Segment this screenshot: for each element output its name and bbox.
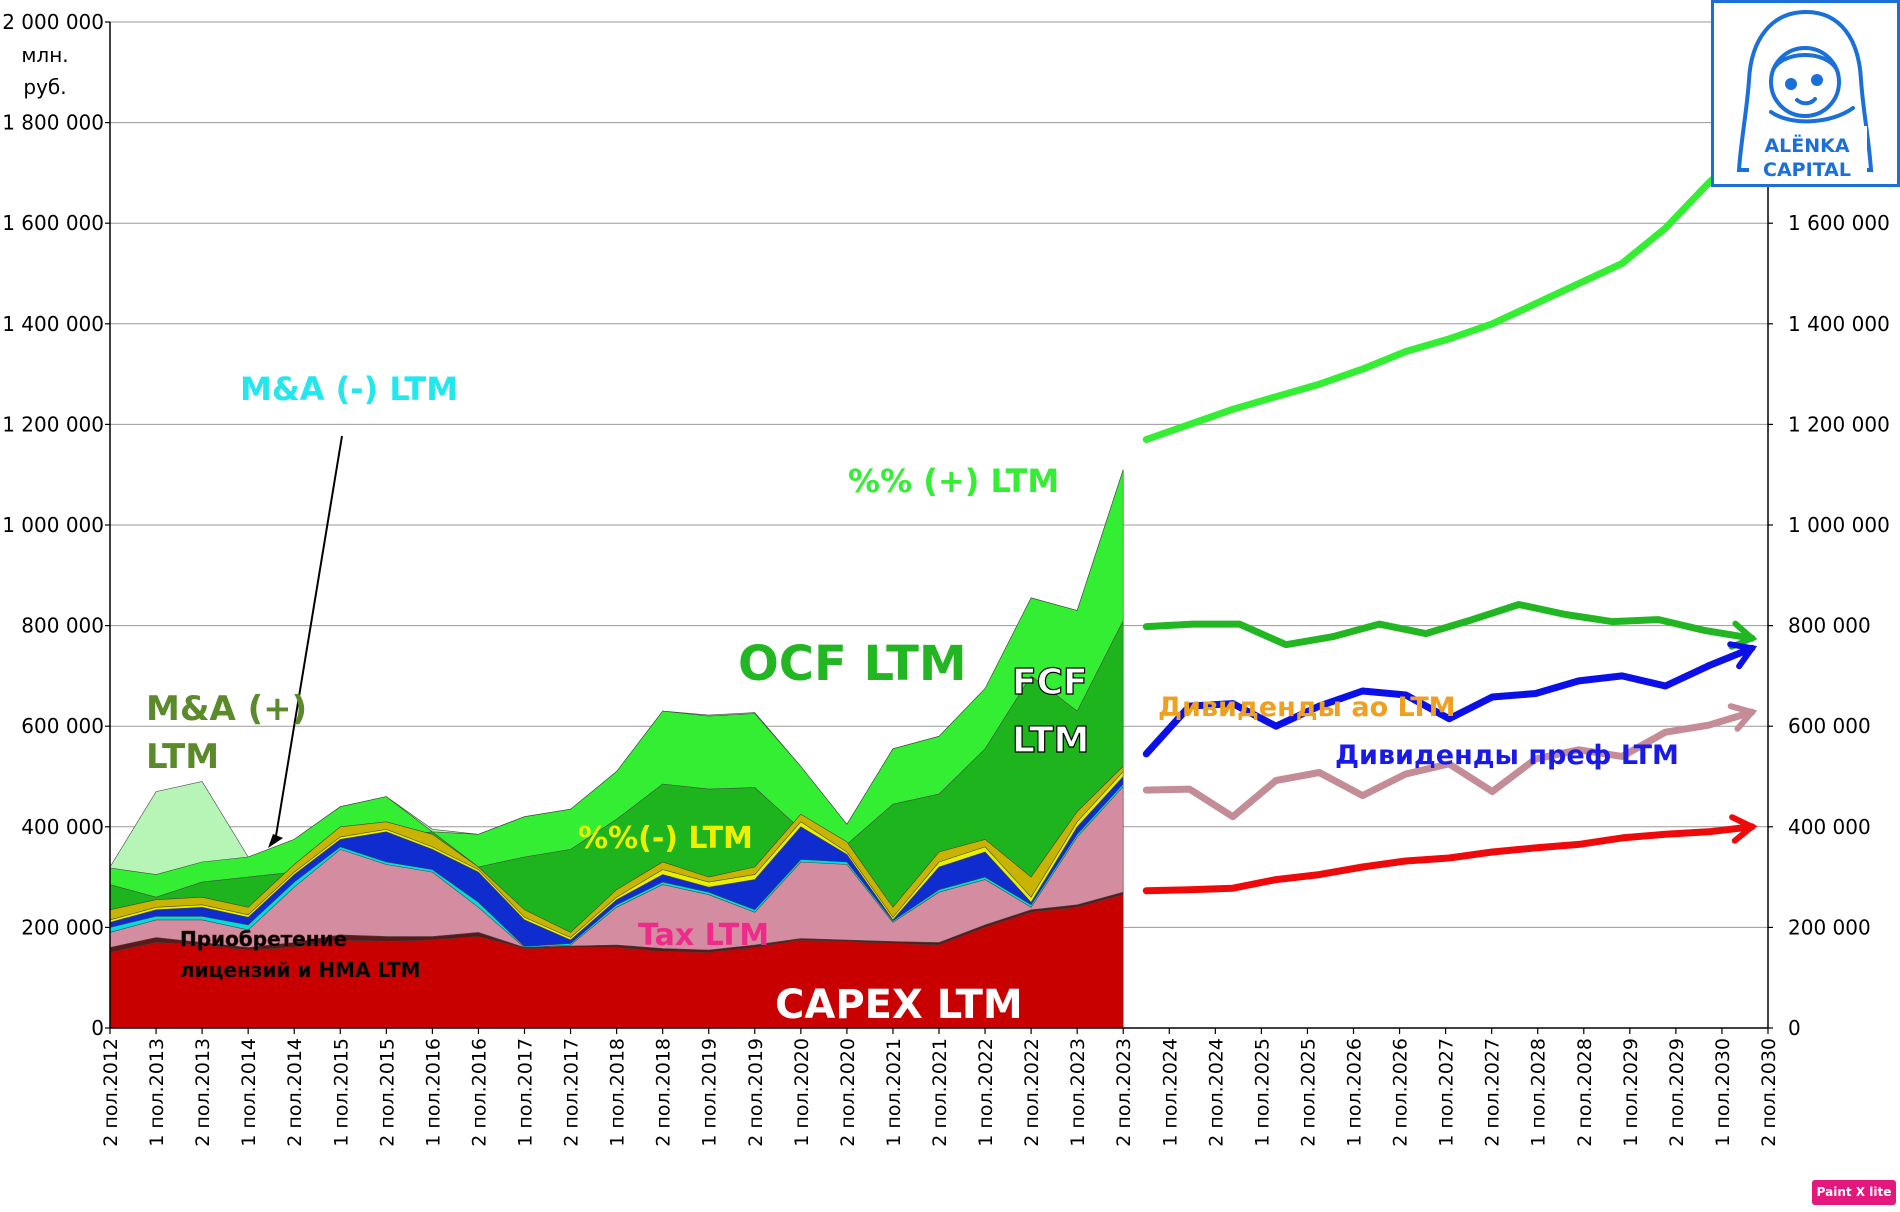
x-tick-label: 1 пол.2014 [238,1038,260,1147]
x-tick-label: 2 пол.2014 [284,1038,306,1147]
x-tick-label: 1 пол.2017 [515,1038,537,1147]
x-tick-label: 1 пол.2028 [1528,1038,1550,1147]
x-tick-label: 2 пол.2024 [1205,1038,1227,1147]
x-tick-label: 1 пол.2015 [330,1038,352,1147]
x-tick-label: 1 пол.2026 [1344,1038,1366,1147]
x-tick-label: 1 пол.2027 [1436,1038,1458,1147]
y-tick-label: 200 000 [21,915,104,939]
y-tick-label: 400 000 [21,815,104,839]
y-tick-label: 0 [91,1016,104,1040]
ma-minus-arrowhead [268,834,283,848]
x-tick-label: 2 пол.2021 [929,1038,951,1147]
x-tick-label: 1 пол.2022 [975,1038,997,1147]
forecast-%% (+) LTM [1142,139,1756,443]
x-tick-label: 2 пол.2028 [1574,1038,1596,1147]
x-tick-label: 2 пол.2020 [837,1038,859,1147]
label-interest-plus: %% (+) LTM [848,462,1059,500]
x-tick-label: 2 пол.2017 [561,1038,583,1147]
x-tick-label: 2 пол.2022 [1021,1038,1043,1147]
alenka-capital-logo: ALËNKA CAPITAL [1711,0,1900,187]
right-y-tick-labels: 0 200 000 400 000 600 000 800 000 1 000 000 1 … [1788,211,1890,1040]
forecast-OCF LTM [1142,601,1756,649]
label-licenses-2: лицензий и НМА LTM [180,958,421,982]
forecast-arrowhead [1727,641,1758,670]
x-tick-label: 1 пол.2025 [1251,1038,1273,1147]
y-tick-label: 600 000 [21,714,104,738]
label-div-common: Дивиденды ао LTM [1158,692,1456,723]
y-right-tick-label: 1 400 000 [1788,312,1890,336]
x-tick-label: 1 пол.2021 [883,1038,905,1147]
x-tick-label: 1 пол.2016 [422,1038,444,1147]
x-tick-label: 2 пол.2023 [1113,1038,1135,1147]
label-ocf: OCF LTM [738,636,967,692]
forecast-arrowhead [1727,703,1758,732]
y-tick-label: 1 200 000 [2,412,104,436]
forecast-Дивиденды ао LTM [1142,708,1756,821]
y-tick-label: 1 800 000 [2,111,104,135]
label-fcf-2: LTM [1012,720,1089,761]
logo-line-1: ALËNKA [1764,133,1849,157]
x-tick-labels: 2 пол.2012 1 пол.2013 2 пол.2013 1 пол.2014… [100,1038,1780,1147]
historical-area-series [109,469,1124,1029]
label-tax: Tax LTM [638,918,769,953]
forecast-lines [1142,138,1758,895]
x-tick-label: 1 пол.2029 [1620,1038,1642,1147]
x-tick-label: 1 пол.2024 [1159,1038,1181,1147]
y-right-tick-label: 200 000 [1788,915,1871,939]
y-tick-label: 1 000 000 [2,513,104,537]
x-tick-label: 1 пол.2023 [1067,1038,1089,1147]
label-ma-plus-1: M&A (+) [146,689,307,729]
y-right-tick-label: 1 000 000 [1788,513,1890,537]
x-tick-label: 2 пол.2025 [1297,1038,1319,1147]
y-right-tick-label: 400 000 [1788,815,1871,839]
x-tick-label: 1 пол.2030 [1712,1038,1734,1147]
y-right-tick-label: 1 200 000 [1788,412,1890,436]
x-tick-label: 2 пол.2018 [653,1038,675,1147]
x-tick-label: 2 пол.2015 [376,1038,398,1147]
y-tick-label: 1 400 000 [2,312,104,336]
forecast-arrowhead [1729,814,1758,844]
y-tick-label: 1 600 000 [2,211,104,235]
label-licenses-1: Приобретение [180,927,347,951]
label-ma-minus: M&A (-) LTM [240,370,458,408]
x-tick-label: 2 пол.2030 [1758,1038,1780,1147]
x-tick-label: 2 пол.2026 [1390,1038,1412,1147]
x-tick-label: 2 пол.2016 [468,1038,490,1147]
x-tick-label: 1 пол.2019 [699,1038,721,1147]
y-right-tick-label: 0 [1788,1016,1801,1040]
y-unit-label-2: руб. [23,75,66,99]
label-ma-plus-2: LTM [146,737,219,777]
forecast-CAPEX LTM [1142,823,1756,895]
x-tick-label: 2 пол.2027 [1482,1038,1504,1147]
x-tick-label: 2 пол.2029 [1666,1038,1688,1147]
x-tick-label: 2 пол.2013 [192,1038,214,1147]
logo-line-2: CAPITAL [1763,159,1851,181]
label-div-pref: Дивиденды преф LTM [1335,740,1679,771]
y-right-tick-label: 1 600 000 [1788,211,1890,235]
axes [105,21,1773,1034]
y-right-tick-label: 800 000 [1788,614,1871,638]
paint-x-lite-badge: Paint X lite [1812,1180,1896,1205]
ma-minus-arrow [274,435,343,843]
label-capex: CAPEX LTM [775,982,1023,1028]
y-right-tick-label: 600 000 [1788,714,1871,738]
x-tick-label: 1 пол.2018 [607,1038,629,1147]
left-y-tick-labels: 0 200 000 400 000 600 000 800 000 1 000 000 1 … [2,10,104,1040]
x-tick-label: 2 пол.2019 [745,1038,767,1147]
label-fcf-1: FCF [1012,662,1088,703]
area-CAPEX LTM [109,894,1124,1029]
x-tick-label: 1 пол.2020 [791,1038,813,1147]
x-tick-label: 1 пол.2013 [146,1038,168,1147]
y-unit-label-1: млн. [21,43,68,67]
x-tick-label: 2 пол.2012 [100,1038,122,1147]
y-tick-label: 800 000 [21,614,104,638]
y-tick-label: 2 000 000 [2,10,104,34]
label-interest-minus: %%(-) LTM [578,821,753,856]
forecast-Дивиденды преф LTM [1142,644,1756,758]
